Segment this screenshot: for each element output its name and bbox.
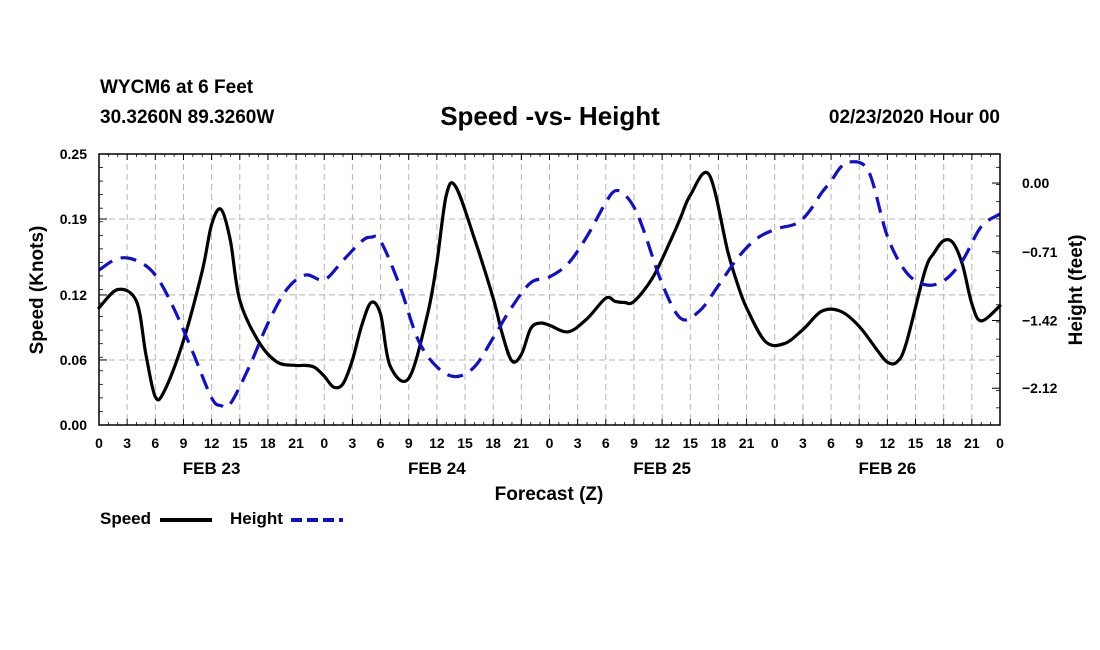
x-axis-label: Forecast (Z) [495, 484, 604, 505]
axis-ticks [98, 153, 1001, 426]
x-tick-label: 21 [288, 435, 304, 451]
legend-speed-label: Speed [100, 509, 152, 528]
x-tick-label: 6 [151, 435, 159, 451]
x-tick-label: 18 [711, 435, 727, 451]
x-tick-label: 3 [123, 435, 131, 451]
series-lines [97, 160, 1002, 410]
y2-tick-label: −1.42 [1022, 312, 1058, 328]
y-tick-label: 0.06 [60, 352, 87, 368]
day-label: FEB 25 [633, 459, 691, 478]
x-tick-label: 0 [771, 435, 779, 451]
x-tick-label: 15 [232, 435, 248, 451]
grid-lines [99, 154, 1000, 425]
x-tick-label: 15 [457, 435, 473, 451]
x-tick-label: 18 [936, 435, 952, 451]
y-tick-label: 0.25 [60, 146, 87, 162]
x-tick-label: 21 [964, 435, 980, 451]
x-tick-label: 12 [880, 435, 896, 451]
x-tick-label: 3 [574, 435, 582, 451]
y2-tick-label: −0.71 [1022, 244, 1058, 260]
y-tick-label: 0.12 [60, 287, 87, 303]
x-tick-label: 12 [429, 435, 445, 451]
x-tick-label: 9 [630, 435, 638, 451]
chart-title: Speed -vs- Height [440, 101, 660, 131]
coordinates-label: 30.3260N 89.3260W [100, 107, 275, 128]
x-tick-label: 3 [799, 435, 807, 451]
x-tick-label: 21 [739, 435, 755, 451]
x-tick-label: 15 [908, 435, 924, 451]
x-tick-label: 12 [204, 435, 220, 451]
x-tick-label: 12 [654, 435, 670, 451]
x-tick-label: 18 [260, 435, 276, 451]
x-tick-label: 9 [855, 435, 863, 451]
x-tick-label: 3 [349, 435, 357, 451]
station-label: WYCM6 at 6 Feet [100, 77, 254, 98]
day-label: FEB 23 [183, 459, 241, 478]
legend-height-label: Height [230, 509, 283, 528]
day-label: FEB 24 [408, 459, 466, 478]
x-tick-label: 0 [996, 435, 1004, 451]
x-tick-label: 9 [405, 435, 413, 451]
y-tick-label: 0.19 [60, 211, 87, 227]
x-tick-label: 6 [827, 435, 835, 451]
height-series-line [98, 160, 1001, 410]
x-tick-label: 0 [546, 435, 554, 451]
y-tick-label: 0.00 [60, 417, 87, 433]
day-label: FEB 26 [859, 459, 917, 478]
x-tick-label: 0 [320, 435, 328, 451]
x-tick-label: 18 [485, 435, 501, 451]
x-tick-label: 6 [377, 435, 385, 451]
x-tick-label: 21 [514, 435, 530, 451]
axis-labels: 0 3 6 9 12 15 18 21 0 3 6 9 12 15 18 21 0 3 6 9 12 15 18 21 0 3 6 9… [60, 146, 1058, 478]
speed-series-line [97, 170, 1002, 402]
x-tick-label: 15 [682, 435, 698, 451]
forecast-datetime: 02/23/2020 Hour 00 [828, 107, 1000, 128]
y2-tick-label: 0.00 [1022, 175, 1049, 191]
y-axis-label-left: Speed (Knots) [27, 226, 48, 355]
x-tick-label: 9 [180, 435, 188, 451]
x-tick-label: 6 [602, 435, 610, 451]
x-tick-label: 0 [95, 435, 103, 451]
y2-tick-label: −2.12 [1022, 380, 1058, 396]
y-axis-label-right: Height (feet) [1066, 235, 1087, 346]
